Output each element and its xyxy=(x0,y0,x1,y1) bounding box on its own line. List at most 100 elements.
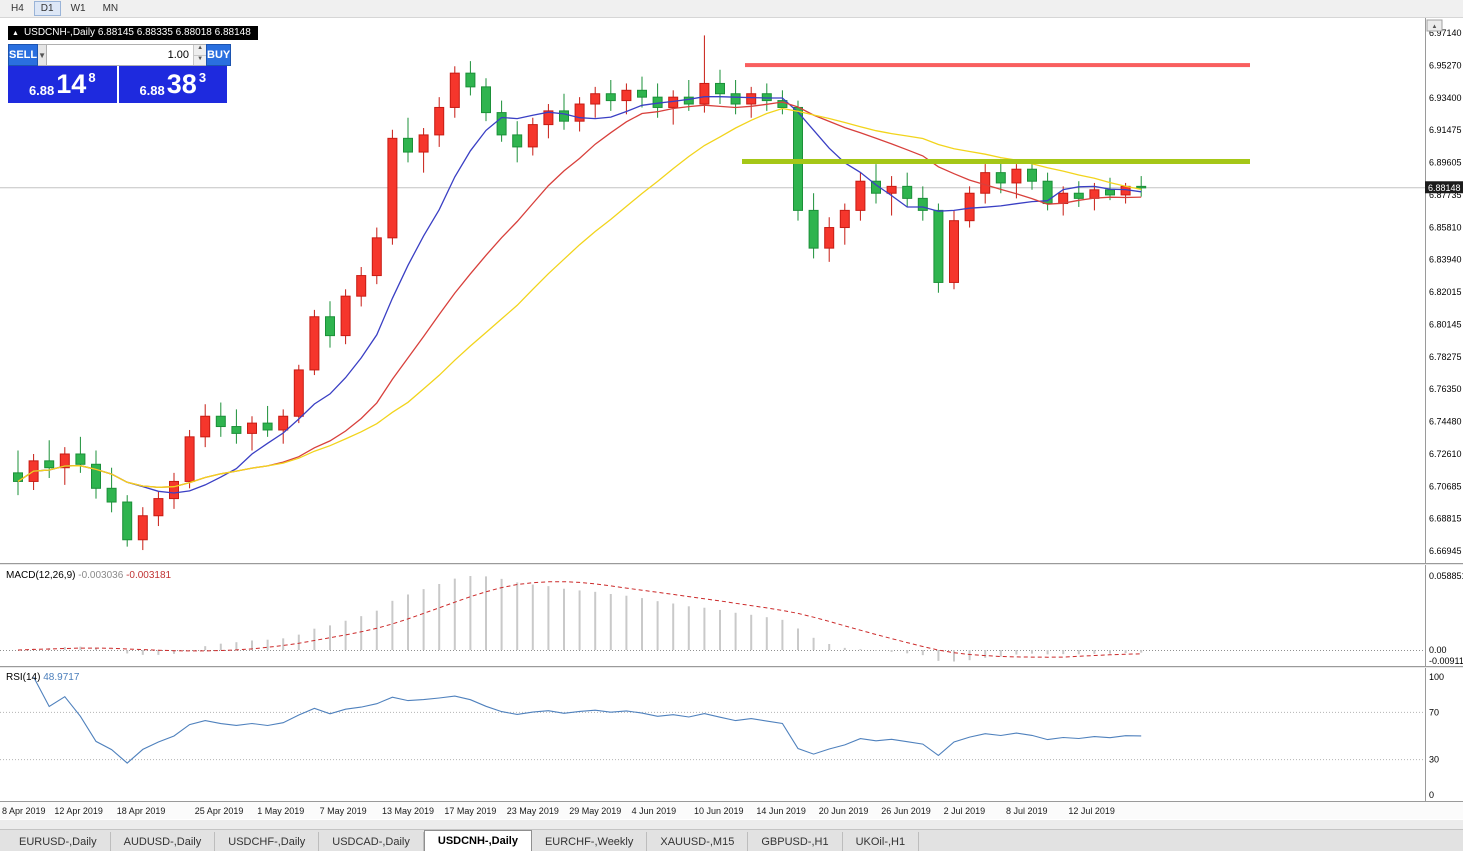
buy-price-prefix: 6.88 xyxy=(139,83,165,98)
chart-title-strip: ▲ USDCNH-,Daily 6.88145 6.88335 6.88018 … xyxy=(8,26,258,40)
chart-tab-gbpusd-h1[interactable]: GBPUSD-,H1 xyxy=(748,832,843,851)
chart-tab-xauusd-m15[interactable]: XAUUSD-,M15 xyxy=(647,832,749,851)
date-label: 8 Apr 2019 xyxy=(2,806,46,816)
price-axis-label: 6.78275 xyxy=(1429,352,1462,362)
candle xyxy=(1136,185,1147,189)
candle xyxy=(543,110,554,126)
buy-price-main: 38 xyxy=(166,69,197,99)
macd-histogram xyxy=(32,576,1143,662)
macd-axis-label: -0.009116 xyxy=(1429,656,1463,666)
candle xyxy=(1011,168,1022,184)
chart-tab-eurchf-weekly[interactable]: EURCHF-,Weekly xyxy=(532,832,648,851)
candle xyxy=(91,463,101,489)
sell-button[interactable]: SELL xyxy=(8,44,39,66)
candle xyxy=(902,185,913,199)
scroll-up-icon: ▲ xyxy=(1432,24,1438,30)
candle xyxy=(169,480,179,500)
chart-tab-eurusd-daily[interactable]: EURUSD-,Daily xyxy=(6,832,111,851)
chart-tab-bar: EURUSD-,Daily AUDUSD-,Daily USDCHF-,Daily U… xyxy=(0,830,1463,851)
candle xyxy=(59,453,70,469)
candle xyxy=(995,172,1006,184)
chart-tab-audusd-daily[interactable]: AUDUSD-,Daily xyxy=(111,832,216,851)
current-price-value: 6.88148 xyxy=(1428,183,1461,193)
candle xyxy=(278,415,289,431)
candle xyxy=(746,93,757,105)
sell-price-prefix: 6.88 xyxy=(28,83,55,98)
price-axis-label: 6.87735 xyxy=(1429,190,1462,200)
timeframe-button-mn[interactable]: MN xyxy=(102,3,119,14)
candle xyxy=(481,86,491,114)
volume-increase-button[interactable]: ▲ xyxy=(194,45,207,56)
date-label: 12 Apr 2019 xyxy=(54,806,103,816)
price-axis-label: 6.70685 xyxy=(1429,481,1462,491)
timeframe-button-h4[interactable]: H4 xyxy=(11,3,24,14)
volume-dropdown-button[interactable]: ▼ xyxy=(38,44,48,66)
candle xyxy=(75,453,86,465)
horizontal-scrollbar[interactable] xyxy=(0,819,1463,830)
sell-price-button[interactable]: 6.88 14 8 xyxy=(8,66,117,103)
chart-canvas[interactable]: 6.97140 6.95270 6.93400 6.91475 6.89605 6.877… xyxy=(0,18,1463,801)
chart-title: USDCNH-,Daily 6.88145 6.88335 6.88018 6.… xyxy=(23,27,251,38)
candle xyxy=(964,192,975,222)
volume-field-wrap: ▲ ▼ xyxy=(47,44,207,66)
collapse-icon: ▲ xyxy=(12,29,19,37)
date-label: 1 May 2019 xyxy=(257,806,305,816)
buy-button[interactable]: BUY xyxy=(206,44,232,66)
date-label: 7 May 2019 xyxy=(319,806,367,816)
timeframe-button-w1[interactable]: W1 xyxy=(70,3,86,14)
chart-tab-ukoil-h1[interactable]: UKOil-,H1 xyxy=(843,832,920,851)
price-axis-label: 6.72610 xyxy=(1429,449,1462,459)
candle xyxy=(122,501,133,541)
candle xyxy=(824,227,835,249)
candle xyxy=(356,275,367,297)
candle xyxy=(465,72,476,88)
chart-tab-usdcad-daily[interactable]: USDCAD-,Daily xyxy=(319,832,424,851)
current-price-badge xyxy=(1425,181,1463,194)
resistance-line[interactable] xyxy=(745,63,1250,68)
candle xyxy=(309,316,320,371)
price-axis-label: 6.76350 xyxy=(1429,384,1462,394)
macd-axis-label: 0.058851 xyxy=(1429,571,1463,581)
candle xyxy=(590,93,601,105)
candle xyxy=(340,295,351,337)
buy-price-button[interactable]: 6.88 38 3 xyxy=(116,66,227,103)
date-label: 8 Jul 2019 xyxy=(1006,806,1048,816)
candle xyxy=(137,515,148,541)
date-label: 26 Jun 2019 xyxy=(881,806,931,816)
support-line[interactable] xyxy=(742,158,1250,164)
sell-price-main: 14 xyxy=(56,69,87,99)
toolbar-timeframes: H4 D1 W1 MN xyxy=(0,0,1463,18)
price-axis-label: 6.66945 xyxy=(1429,546,1462,556)
candles-layer xyxy=(13,35,1147,551)
candle xyxy=(1089,189,1100,199)
chart-tab-usdcnh-daily[interactable]: USDCNH-,Daily xyxy=(423,830,532,851)
candle xyxy=(247,422,257,434)
candle xyxy=(917,197,928,211)
volume-input[interactable] xyxy=(47,45,194,65)
macd-signal-line xyxy=(17,581,1142,658)
candle xyxy=(933,209,944,283)
chart-tab-usdchf-daily[interactable]: USDCHF-,Daily xyxy=(215,832,320,851)
candle xyxy=(512,134,523,148)
candle xyxy=(387,137,398,239)
date-label: 13 May 2019 xyxy=(382,806,435,816)
candle xyxy=(325,316,335,337)
price-axis-label: 6.80145 xyxy=(1429,319,1462,329)
timeframe-button-d1[interactable]: D1 xyxy=(33,1,61,16)
date-label: 10 Jun 2019 xyxy=(694,806,744,816)
candle xyxy=(621,89,632,102)
rsi-line xyxy=(33,676,1142,764)
price-axis-label: 6.97140 xyxy=(1429,28,1462,38)
macd-axis-label: 0.00 xyxy=(1429,645,1447,655)
ma-line-26 xyxy=(17,107,1142,488)
candle xyxy=(418,134,429,153)
candle xyxy=(200,415,211,438)
rsi-label: RSI(14) 48.9717 xyxy=(6,672,80,683)
scroll-up-button[interactable] xyxy=(1426,19,1443,32)
volume-decrease-button[interactable]: ▼ xyxy=(194,55,207,65)
price-axis-label: 6.82015 xyxy=(1429,287,1462,297)
date-label: 4 Jun 2019 xyxy=(631,806,677,816)
rsi-axis-label: 70 xyxy=(1429,707,1439,717)
date-label: 14 Jun 2019 xyxy=(756,806,806,816)
candle xyxy=(637,89,647,98)
